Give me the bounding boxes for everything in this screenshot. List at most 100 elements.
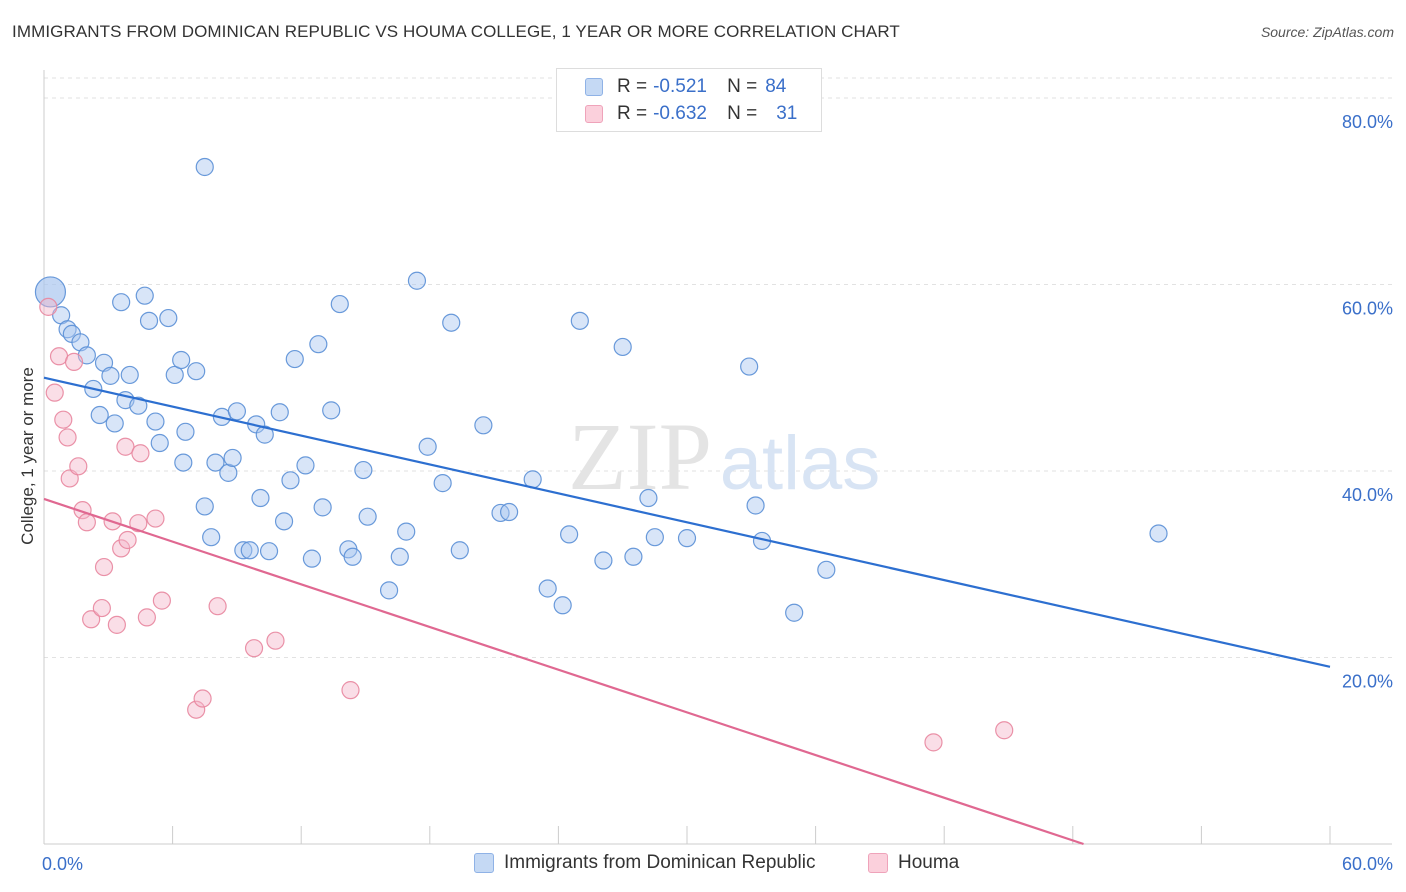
scatter-point xyxy=(90,405,109,425)
scatter-point xyxy=(746,496,765,515)
scatter-point xyxy=(251,488,270,508)
scatter-point xyxy=(77,513,96,532)
trend-line-dominican xyxy=(43,376,1331,668)
scatter-point xyxy=(34,276,67,308)
scatter-point xyxy=(740,357,759,376)
legend-row-houma: R = -0.632 N = 31 xyxy=(585,102,797,126)
scatter-point xyxy=(92,598,111,618)
series-legend: Immigrants from Dominican Republic Houma xyxy=(0,852,1406,878)
scatter-point xyxy=(101,366,120,385)
scatter-point xyxy=(187,362,206,381)
scatter-point xyxy=(129,514,148,533)
scatter-point xyxy=(274,512,294,531)
scatter-point xyxy=(94,557,114,577)
scatter-point xyxy=(105,414,124,433)
scatter-point xyxy=(107,615,126,634)
scatter-point xyxy=(407,271,427,290)
x-tick-label: 60.0% xyxy=(1342,854,1393,874)
series-dominican xyxy=(34,157,1168,622)
data-series xyxy=(34,157,1168,752)
scatter-point xyxy=(174,453,193,472)
scatter-point xyxy=(73,501,92,520)
y-axis-label: College, 1 year or more xyxy=(18,367,37,545)
scatter-point xyxy=(219,463,238,482)
scatter-point xyxy=(172,350,191,370)
scatter-point xyxy=(433,474,452,493)
scatter-point xyxy=(152,591,171,610)
scatter-point xyxy=(450,541,469,560)
watermark-zip: ZIP xyxy=(568,403,712,510)
scatter-point xyxy=(139,311,159,330)
scatter-point xyxy=(240,541,259,560)
grid-lines xyxy=(44,77,1392,658)
legend-n-label: N = xyxy=(727,76,758,97)
legend-n-value: 84 xyxy=(765,76,787,97)
scatter-point xyxy=(594,551,613,570)
legend-n-label: N = xyxy=(727,103,758,124)
scatter-point xyxy=(924,733,943,752)
y-tick-label: 20.0% xyxy=(1342,671,1393,691)
scatter-point xyxy=(785,603,804,622)
legend-r-label: R = xyxy=(617,103,648,124)
scatter-point xyxy=(129,396,148,415)
scatter-point xyxy=(193,689,212,708)
scatter-point xyxy=(1149,524,1168,543)
source-label: Source: ZipAtlas.com xyxy=(1260,24,1394,40)
scatter-point xyxy=(45,383,64,402)
scatter-point xyxy=(187,700,206,719)
scatter-point xyxy=(645,528,664,547)
scatter-point xyxy=(208,597,227,616)
scatter-point xyxy=(202,528,221,547)
scatter-point xyxy=(995,721,1014,740)
scatter-point xyxy=(296,456,315,475)
axes xyxy=(43,70,1392,845)
legend-row-dominican: R = -0.521 N = 84 xyxy=(585,75,786,99)
scatter-point xyxy=(379,581,399,600)
series-legend-label: Immigrants from Dominican Republic xyxy=(504,852,816,873)
scatter-point xyxy=(418,437,437,456)
legend-n-value: 31 xyxy=(776,103,798,124)
scatter-point xyxy=(624,547,643,566)
series-legend-label: Houma xyxy=(898,852,960,873)
scatter-point xyxy=(120,365,139,385)
scatter-point xyxy=(560,525,579,544)
chart-title: IMMIGRANTS FROM DOMINICAN REPUBLIC VS HO… xyxy=(12,22,900,41)
scatter-point xyxy=(118,530,137,550)
scatter-point xyxy=(146,412,165,431)
legend-r-value: -0.521 xyxy=(653,76,707,97)
scatter-point xyxy=(285,349,304,369)
trend-line-houma xyxy=(43,497,1084,846)
scatter-point xyxy=(54,410,73,429)
scatter-point xyxy=(135,286,154,305)
scatter-point xyxy=(639,488,658,508)
series-houma xyxy=(39,297,1014,752)
scatter-point xyxy=(39,297,58,316)
scatter-point xyxy=(553,596,572,615)
watermark-atlas: atlas xyxy=(720,421,881,506)
scatter-point xyxy=(302,549,322,568)
trend-lines xyxy=(43,376,1331,846)
scatter-point xyxy=(358,507,377,526)
scatter-point xyxy=(677,529,697,548)
scatter-point xyxy=(227,402,246,421)
scatter-point xyxy=(159,308,178,328)
legend-swatch-dominican xyxy=(585,78,603,96)
scatter-point xyxy=(397,522,416,541)
scatter-point xyxy=(330,294,349,314)
scatter-point xyxy=(817,560,836,579)
scatter-point xyxy=(234,541,253,560)
scatter-point xyxy=(112,293,131,312)
watermark: ZIP atlas xyxy=(568,403,880,510)
series-swatch-houma xyxy=(868,853,888,873)
correlation-legend: R = -0.521 N = 84 R = -0.632 N = 31 xyxy=(556,68,822,132)
scatter-point xyxy=(341,681,360,700)
tick-labels: 20.0% 40.0% 60.0% 80.0% 0.0% 60.0% xyxy=(42,112,1393,874)
scatter-point xyxy=(195,497,214,516)
scatter-point xyxy=(146,509,165,528)
scatter-point xyxy=(474,416,493,435)
scatter-point xyxy=(255,425,274,444)
scatter-point xyxy=(270,403,289,422)
scatter-point xyxy=(64,352,84,371)
series-swatch-dominican xyxy=(474,853,494,873)
